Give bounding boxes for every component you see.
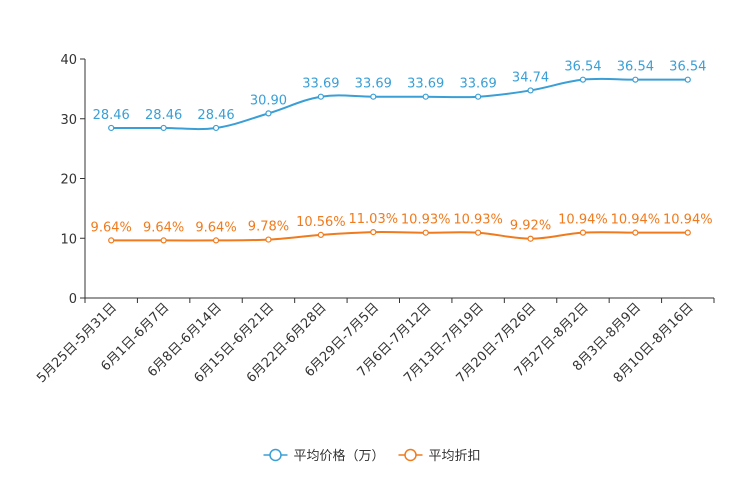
y-tick-label: 30 xyxy=(60,113,77,128)
data-label: 9.92% xyxy=(510,219,551,234)
data-point xyxy=(632,229,639,236)
data-label: 33.69 xyxy=(355,77,392,92)
data-label: 30.90 xyxy=(250,93,287,108)
data-point xyxy=(317,231,324,239)
data-label: 36.54 xyxy=(564,60,601,75)
data-point xyxy=(527,87,534,94)
data-point xyxy=(370,93,377,100)
data-label: 11.03% xyxy=(349,212,399,227)
data-label: 10.94% xyxy=(663,213,713,228)
data-label: 36.54 xyxy=(617,60,654,75)
data-label: 34.74 xyxy=(512,70,549,85)
legend-marker-icon xyxy=(404,448,417,462)
data-point xyxy=(212,124,220,132)
legend-marker-icon xyxy=(269,448,282,462)
series-line-1 xyxy=(111,77,688,131)
legend-label: 平均价格（万） xyxy=(294,448,385,464)
data-point xyxy=(422,93,429,100)
data-label: 10.56% xyxy=(296,215,346,230)
data-point xyxy=(265,236,272,243)
y-tick-label: 0 xyxy=(69,292,77,307)
data-label: 10.93% xyxy=(401,213,451,228)
data-label: 10.94% xyxy=(611,213,661,228)
data-point xyxy=(632,76,639,83)
data-point xyxy=(422,229,429,236)
data-point xyxy=(160,237,167,244)
data-point xyxy=(684,76,691,83)
data-label: 9.64% xyxy=(143,220,184,235)
data-point xyxy=(579,76,587,83)
y-tick-label: 20 xyxy=(60,173,77,188)
data-label: 10.94% xyxy=(558,213,608,228)
data-label: 28.46 xyxy=(93,108,130,123)
y-tick-label: 10 xyxy=(60,232,77,247)
data-label: 36.54 xyxy=(669,60,706,75)
data-point xyxy=(475,229,482,236)
data-point xyxy=(160,124,167,132)
data-label: 9.64% xyxy=(91,220,132,235)
data-point xyxy=(684,229,691,236)
data-label: 9.64% xyxy=(195,220,236,235)
data-label: 10.93% xyxy=(453,213,503,228)
data-label: 33.69 xyxy=(302,77,339,92)
data-point xyxy=(370,228,377,236)
data-label: 9.78% xyxy=(248,220,289,235)
data-point xyxy=(265,110,272,117)
data-point xyxy=(475,93,482,100)
data-point xyxy=(212,237,220,244)
data-label: 28.46 xyxy=(197,108,234,123)
data-label: 33.69 xyxy=(407,77,444,92)
data-label: 33.69 xyxy=(460,77,497,92)
data-label: 28.46 xyxy=(145,108,182,123)
data-point xyxy=(108,124,115,132)
series-line-2 xyxy=(111,231,688,242)
y-tick-label: 40 xyxy=(60,53,77,68)
legend-label: 平均折扣 xyxy=(429,449,481,464)
data-point xyxy=(527,235,534,242)
data-point xyxy=(108,237,115,244)
data-point xyxy=(317,93,324,100)
data-point xyxy=(579,229,587,236)
